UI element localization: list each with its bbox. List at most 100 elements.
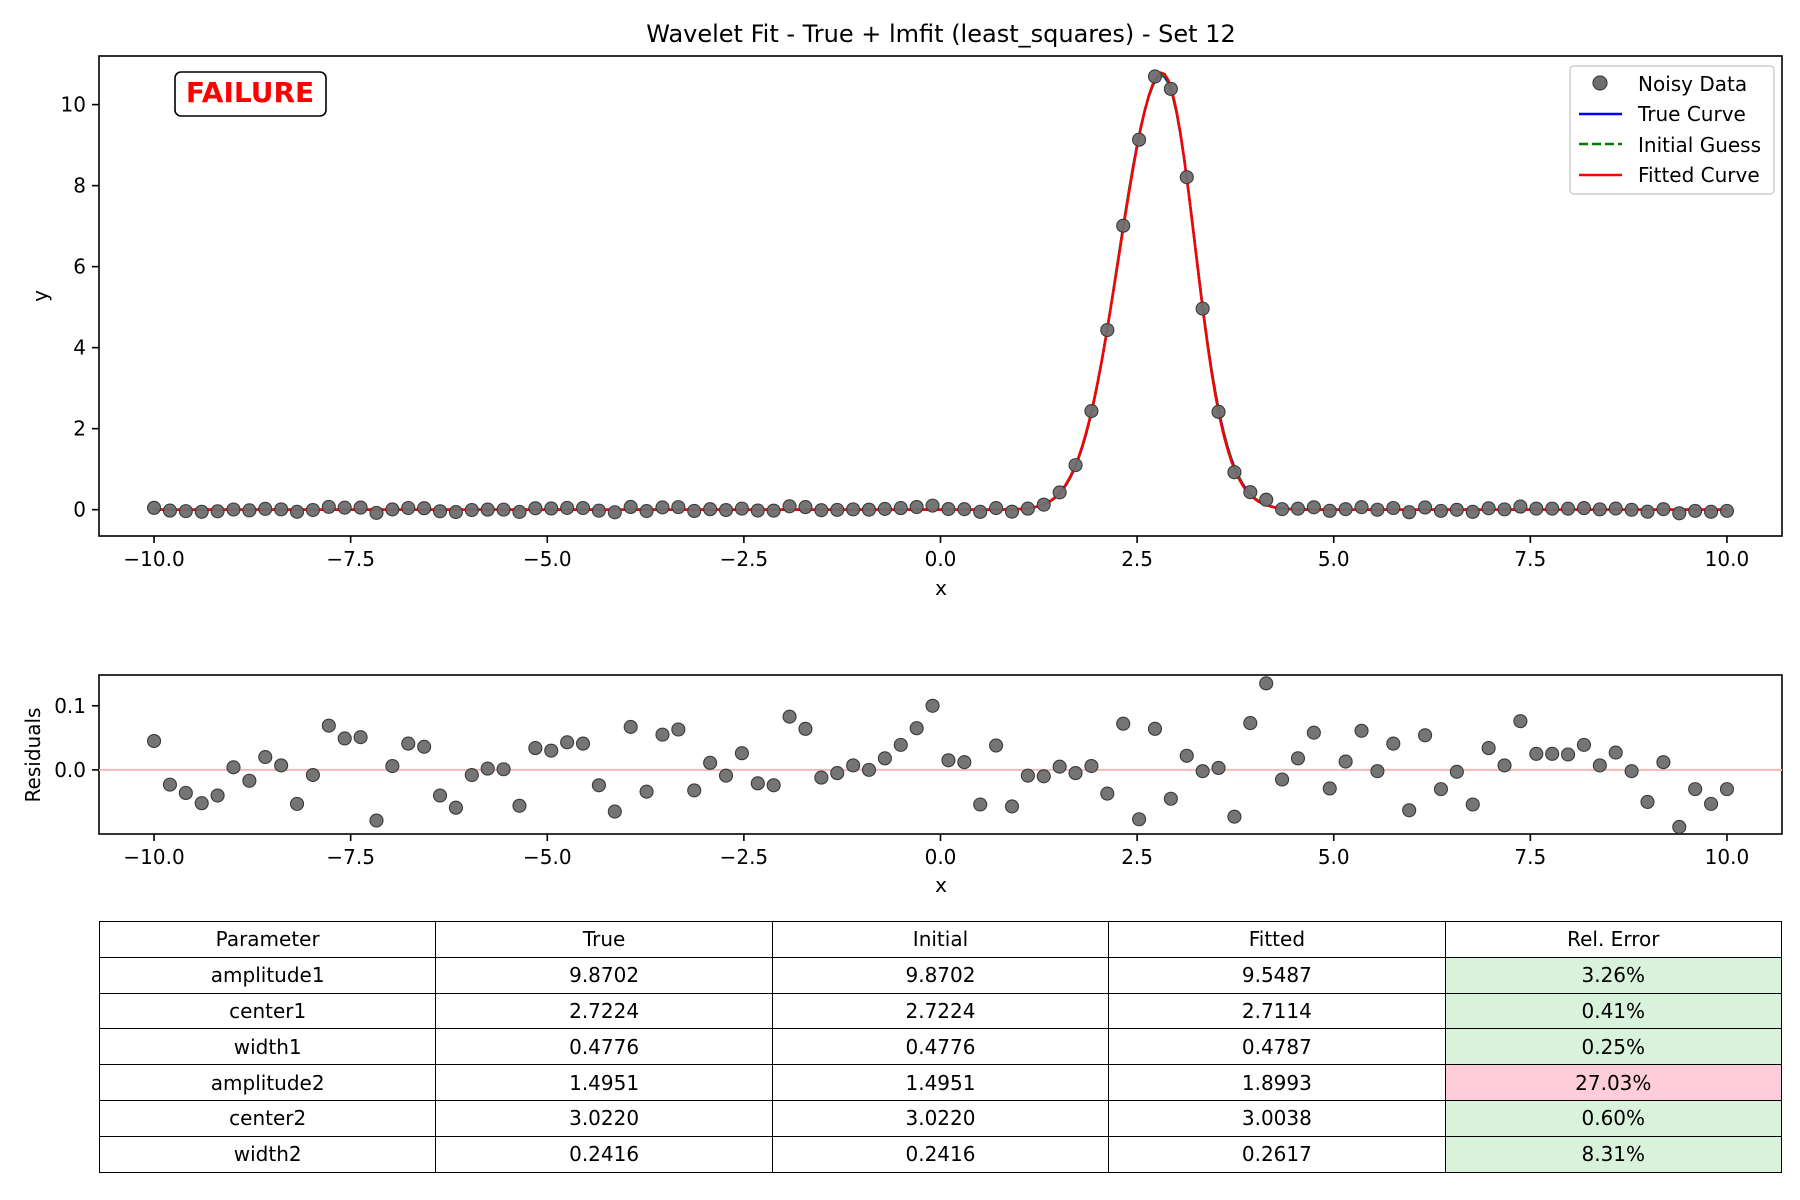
residual-point	[1004, 799, 1020, 814]
data-point	[194, 504, 209, 519]
table-row: center1 2.7224 2.7224 2.7114 0.41%	[98, 992, 1783, 1030]
residual-point	[1719, 782, 1734, 797]
residual-point	[1640, 794, 1655, 809]
param-name: center2	[98, 1099, 437, 1137]
true-value: 0.2416	[435, 1135, 773, 1173]
data-point	[1163, 81, 1178, 96]
data-point	[1100, 322, 1115, 338]
residual-point	[957, 755, 972, 770]
residual-point	[210, 788, 225, 803]
data-point	[766, 503, 781, 518]
data-point	[1592, 502, 1607, 517]
data-point	[1290, 501, 1306, 516]
residual-point	[623, 719, 638, 734]
residual-point	[798, 721, 813, 736]
residual-point	[305, 767, 320, 783]
table-header-row: Parameter True Initial Fitted Rel. Error	[98, 921, 1783, 958]
residual-point	[1592, 758, 1607, 773]
residual-point	[718, 768, 734, 783]
header-rel-error: Rel. Error	[1444, 921, 1783, 958]
x-tick-label: 10.0	[1705, 547, 1750, 571]
data-point	[1672, 506, 1687, 521]
residual-point	[1163, 791, 1178, 806]
rel-error-value: 0.25%	[1444, 1028, 1783, 1066]
x-tick-label: −10.0	[123, 547, 184, 571]
x-tick-label: 10.0	[1705, 845, 1750, 869]
residual-point	[1322, 781, 1337, 796]
residual-point	[226, 760, 241, 775]
residual-point	[528, 741, 543, 756]
data-point	[734, 501, 749, 516]
initial-guess-curve	[154, 73, 1727, 511]
table-row: amplitude2 1.4951 1.4951 1.8993 27.03%	[98, 1064, 1783, 1101]
fitted-value: 0.4787	[1108, 1028, 1446, 1066]
table-row: amplitude1 9.8702 9.8702 9.5487 3.26%	[98, 956, 1783, 994]
data-point	[1545, 501, 1560, 516]
residual-point	[1465, 797, 1480, 812]
residual-point	[814, 770, 829, 785]
data-point	[846, 502, 861, 517]
data-point	[401, 500, 416, 516]
data-point	[1052, 485, 1067, 500]
x-tick-label: 7.5	[1514, 845, 1546, 869]
y-tick-label: 0.0	[54, 758, 86, 782]
true-value: 9.8702	[435, 956, 773, 994]
rel-error-value: 27.03%	[1444, 1064, 1783, 1101]
data-point	[1561, 501, 1576, 516]
data-point	[607, 505, 622, 520]
residuals-y-axis-label: Residuals	[21, 708, 45, 803]
data-point	[1068, 458, 1083, 473]
residual-point	[1195, 764, 1210, 779]
residual-point	[782, 709, 797, 724]
x-tick-label: 0.0	[925, 845, 957, 869]
residual-point	[242, 773, 257, 788]
data-point	[528, 501, 543, 516]
data-point	[305, 502, 320, 518]
residual-point	[687, 783, 702, 798]
data-point	[909, 499, 924, 515]
x-tick-label: −2.5	[720, 845, 769, 869]
x-tick-label: −7.5	[326, 845, 375, 869]
data-point	[687, 503, 702, 519]
residual-point	[1608, 745, 1623, 760]
data-point	[1370, 502, 1385, 517]
residual-point	[1036, 769, 1051, 784]
x-tick-label: −2.5	[720, 547, 769, 571]
y-tick-label: 0.1	[54, 694, 86, 718]
residual-point	[575, 736, 591, 751]
table-row: center2 3.0220 3.0220 3.0038 0.60%	[98, 1099, 1783, 1137]
residual-point	[1576, 737, 1592, 752]
param-name: amplitude2	[98, 1064, 437, 1101]
data-point	[1195, 301, 1210, 316]
data-point	[861, 502, 877, 517]
initial-value: 2.7224	[771, 992, 1110, 1030]
residual-point	[289, 796, 305, 811]
x-tick-label: 0.0	[925, 547, 957, 571]
legend-box	[1569, 65, 1775, 195]
residual-point	[1449, 764, 1464, 779]
data-point	[242, 503, 257, 518]
y-tick-label: 10	[61, 93, 86, 117]
residual-point	[941, 753, 956, 768]
legend-label-noisy-data: Noisy Data	[1638, 72, 1747, 96]
true-value: 1.4951	[435, 1064, 773, 1101]
residual-point	[1545, 746, 1560, 761]
residual-point	[703, 755, 718, 770]
residual-point	[1068, 766, 1083, 781]
residual-point	[464, 767, 479, 783]
data-point	[655, 500, 670, 515]
data-point	[1243, 485, 1258, 500]
y-tick-label: 2	[73, 417, 86, 441]
residual-point	[973, 797, 988, 812]
x-tick-label: −7.5	[326, 547, 375, 571]
fitted-value: 3.0038	[1108, 1099, 1446, 1137]
data-point	[1656, 502, 1671, 517]
y-tick-label: 8	[73, 174, 86, 198]
data-point	[1132, 132, 1147, 147]
residual-point	[258, 750, 273, 765]
data-point	[432, 504, 448, 519]
data-point	[1418, 500, 1433, 515]
status-badge-label: FAILURE	[186, 76, 314, 109]
data-point	[718, 502, 734, 518]
header-initial: Initial	[771, 921, 1110, 958]
